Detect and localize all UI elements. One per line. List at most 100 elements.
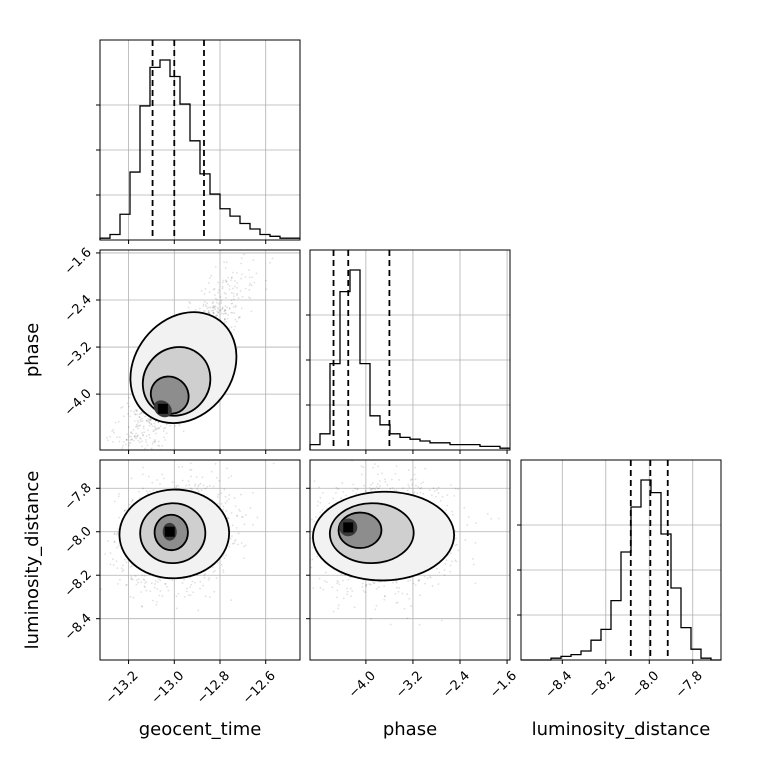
scatter-point xyxy=(158,578,160,581)
scatter-point xyxy=(109,435,112,438)
scatter-point xyxy=(307,564,309,566)
scatter-point xyxy=(255,272,258,275)
scatter-point xyxy=(417,580,420,582)
scatter-point xyxy=(139,437,142,440)
scatter-point xyxy=(164,439,167,441)
scatter-point xyxy=(305,512,307,514)
scatter-point xyxy=(104,553,106,555)
scatter-point xyxy=(137,421,140,424)
scatter-point xyxy=(352,483,355,486)
scatter-point xyxy=(140,411,143,414)
scatter-point xyxy=(130,438,133,441)
scatter-point xyxy=(213,590,216,593)
scatter-point xyxy=(490,517,492,520)
scatter-point xyxy=(363,484,366,487)
x-tick-label: −7.8 xyxy=(673,668,706,701)
scatter-point xyxy=(406,617,409,620)
scatter-point xyxy=(118,516,120,519)
scatter-point xyxy=(217,493,220,496)
scatter-point xyxy=(135,436,138,438)
scatter-point xyxy=(224,292,227,295)
scatter-point xyxy=(424,582,426,585)
y-axis-label-luminosity-distance: luminosity_distance xyxy=(22,471,43,650)
scatter-point xyxy=(106,540,109,542)
scatter-point xyxy=(362,466,365,469)
scatter-point xyxy=(354,487,357,490)
scatter-point xyxy=(369,489,372,491)
scatter-point xyxy=(419,487,422,490)
scatter-point xyxy=(265,288,268,291)
scatter-point xyxy=(239,316,241,319)
scatter-point xyxy=(212,306,215,309)
scatter-point xyxy=(202,305,205,307)
scatter-point xyxy=(147,429,149,432)
scatter-point xyxy=(123,558,126,561)
scatter-point xyxy=(128,442,131,445)
scatter-point xyxy=(376,483,379,486)
scatter-point xyxy=(220,563,223,566)
scatter-point xyxy=(223,261,225,264)
scatter-point xyxy=(149,590,152,593)
scatter-point xyxy=(474,582,477,585)
scatter-point xyxy=(374,463,376,465)
scatter-point xyxy=(148,418,151,421)
scatter-point xyxy=(310,518,313,521)
scatter-point xyxy=(132,596,135,599)
scatter-point xyxy=(486,513,489,515)
scatter-point xyxy=(371,580,374,583)
scatter-point xyxy=(433,490,436,492)
scatter-point xyxy=(121,564,124,567)
scatter-point xyxy=(133,413,136,416)
scatter-point xyxy=(411,478,413,481)
scatter-point xyxy=(222,508,225,511)
scatter-point xyxy=(395,489,398,492)
scatter-point xyxy=(220,312,223,315)
scatter-point xyxy=(316,504,319,507)
scatter-point xyxy=(335,486,338,489)
scatter-point xyxy=(137,434,139,437)
scatter-point xyxy=(213,305,216,308)
scatter-point xyxy=(202,584,204,587)
scatter-point xyxy=(234,318,237,321)
scatter-point xyxy=(130,576,133,578)
scatter-point xyxy=(142,425,145,428)
scatter-point xyxy=(138,490,140,493)
scatter-point xyxy=(161,595,164,598)
scatter-point xyxy=(123,441,125,443)
scatter-point xyxy=(149,418,152,421)
scatter-point xyxy=(191,580,194,583)
scatter-point xyxy=(112,564,115,566)
scatter-point xyxy=(216,496,219,498)
scatter-point xyxy=(378,480,381,482)
scatter-point xyxy=(220,492,223,495)
scatter-point xyxy=(365,583,368,586)
scatter-point xyxy=(240,542,243,544)
scatter-point xyxy=(231,311,234,314)
scatter-point xyxy=(117,420,120,423)
scatter-point xyxy=(248,284,251,287)
scatter-point xyxy=(432,487,435,490)
scatter-point xyxy=(113,431,115,434)
scatter-point xyxy=(190,468,193,471)
scatter-point xyxy=(208,596,211,598)
scatter-point xyxy=(116,436,119,439)
scatter-point xyxy=(92,592,94,594)
scatter-point xyxy=(139,418,142,421)
scatter-point xyxy=(205,305,208,308)
scatter-point xyxy=(146,444,149,447)
scatter-point xyxy=(362,589,365,592)
scatter-point xyxy=(153,586,156,589)
scatter-point xyxy=(389,488,392,490)
scatter-point xyxy=(219,309,222,312)
scatter-point xyxy=(395,581,398,584)
scatter-point xyxy=(194,483,197,486)
scatter-point xyxy=(142,466,145,469)
scatter-point xyxy=(215,476,218,479)
scatter-point xyxy=(271,257,274,260)
scatter-point xyxy=(315,516,317,518)
scatter-point xyxy=(210,470,213,473)
scatter-point xyxy=(230,311,233,314)
scatter-point xyxy=(155,428,158,431)
scatter-point xyxy=(302,551,304,553)
scatter-point xyxy=(167,589,170,592)
